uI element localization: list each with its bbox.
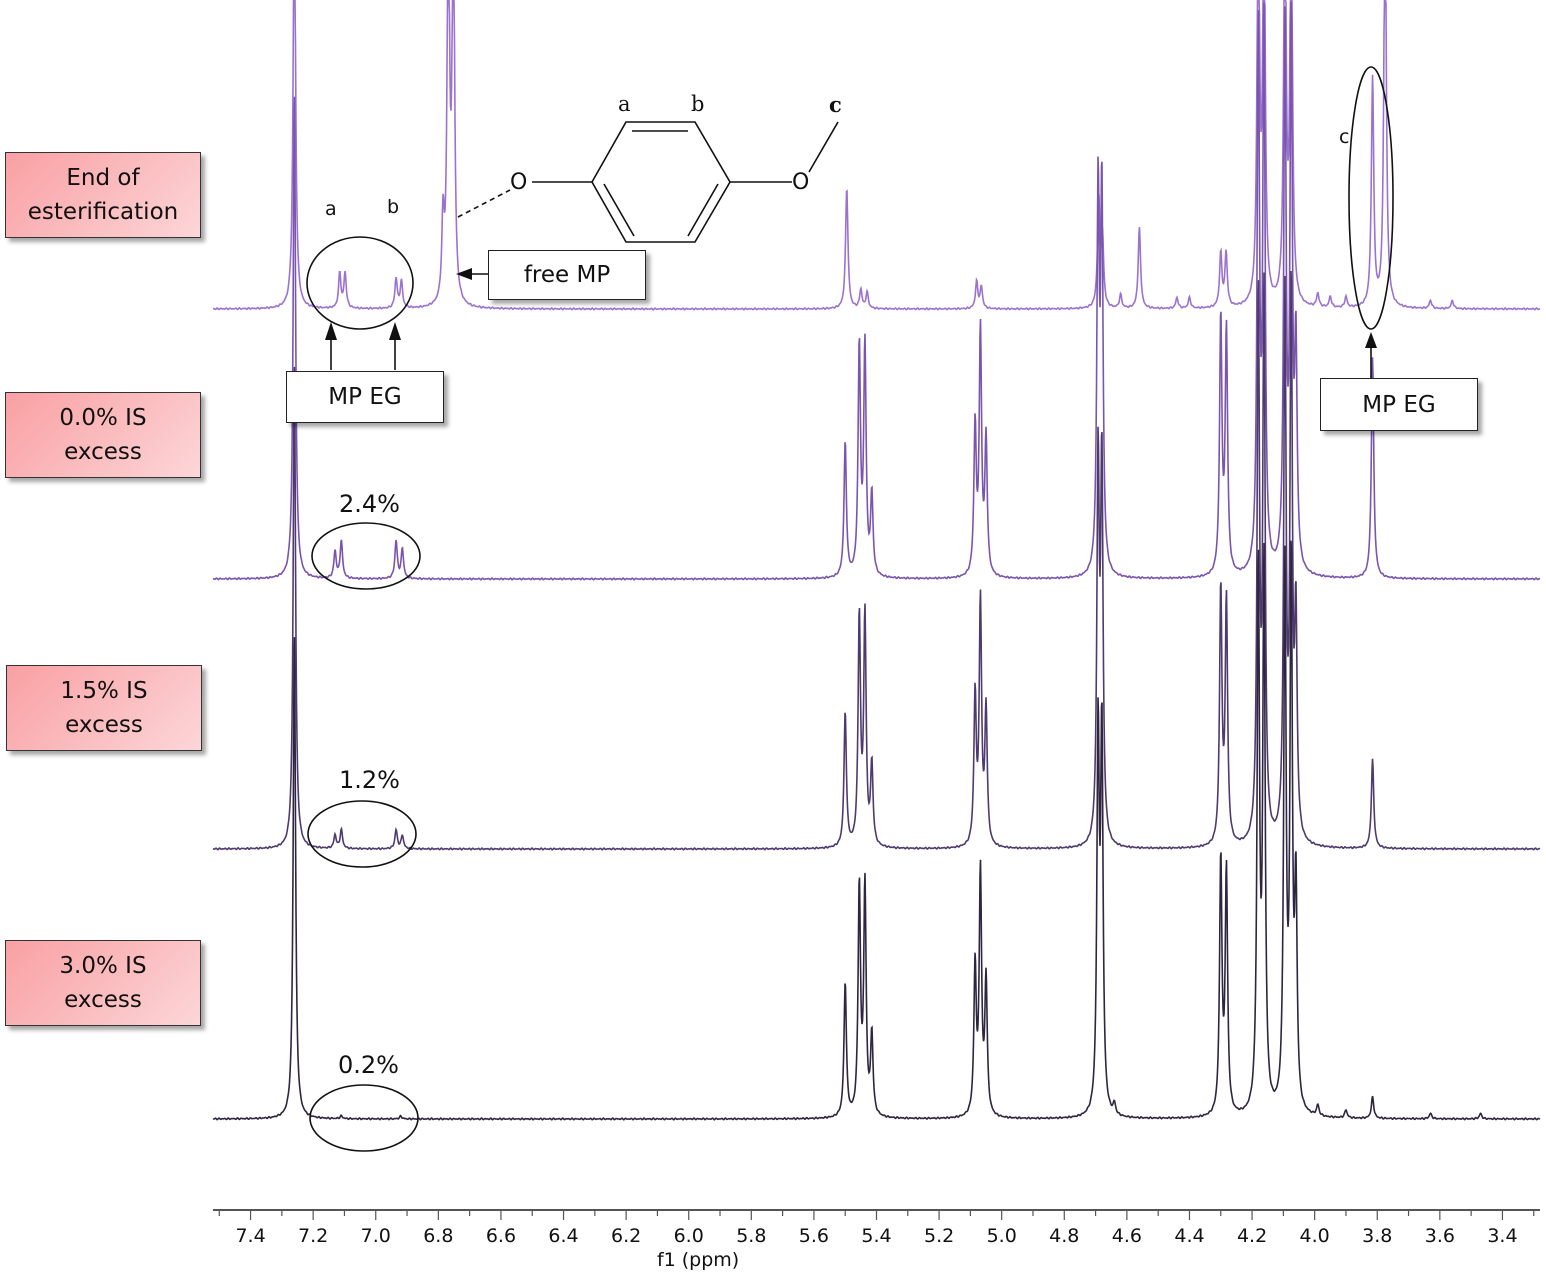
x-tick-label: 7.0 xyxy=(361,1225,391,1247)
peak-label-b: b xyxy=(387,196,400,218)
peak-label-a: a xyxy=(325,198,337,220)
x-tick-label: 6.6 xyxy=(486,1225,516,1247)
arrow-head-icon xyxy=(1365,332,1377,348)
x-tick-label: 4.6 xyxy=(1112,1225,1142,1247)
structure-label-b: b xyxy=(691,92,705,116)
arrow-head-icon xyxy=(389,322,401,340)
mp-eg-label-left: MP EG xyxy=(286,371,444,423)
spectrum-trace-1 xyxy=(213,1,1541,581)
x-tick-label: 4.2 xyxy=(1237,1225,1267,1247)
x-tick-label: 4.8 xyxy=(1049,1225,1079,1247)
x-tick-label: 7.2 xyxy=(298,1225,328,1247)
x-tick-label: 5.8 xyxy=(736,1225,766,1247)
x-tick-label: 5.2 xyxy=(924,1225,954,1247)
x-tick-label: 5.0 xyxy=(987,1225,1017,1247)
x-tick-label: 5.6 xyxy=(799,1225,829,1247)
x-tick-label: 3.6 xyxy=(1425,1225,1455,1247)
x-tick-label: 6.2 xyxy=(611,1225,641,1247)
x-axis-label: f1 (ppm) xyxy=(657,1249,739,1271)
x-tick-label: 3.4 xyxy=(1487,1225,1517,1247)
mp-eg-percent-2: 0.2% xyxy=(338,1051,399,1079)
x-tick-label: 7.4 xyxy=(235,1225,265,1247)
mp-eg-c-circle xyxy=(1348,66,1394,330)
free-mp-label: free MP xyxy=(488,250,646,300)
trace-label-0-0-percent: 0.0% IS excess xyxy=(5,392,201,478)
trace-label-1-5-percent: 1.5% IS excess xyxy=(6,665,202,751)
trace-label-end-of-esterification: End of esterification xyxy=(5,152,201,238)
x-tick-label: 4.0 xyxy=(1300,1225,1330,1247)
mp-eg-circle-top xyxy=(306,236,414,330)
arrow-head-icon xyxy=(456,268,472,280)
mp-eg-percent-0: 2.4% xyxy=(339,490,400,518)
dashed-link xyxy=(457,189,511,218)
mp-eg-circle-4 xyxy=(309,1084,419,1152)
x-tick-label: 6.4 xyxy=(548,1225,578,1247)
mp-eg-circle-3 xyxy=(307,800,417,868)
annotation-shapes xyxy=(306,66,1394,1152)
x-tick-label: 3.8 xyxy=(1362,1225,1392,1247)
mp-eg-circle-2 xyxy=(311,522,421,590)
spectrum-trace-0 xyxy=(212,0,1540,311)
x-tick-label: 6.8 xyxy=(423,1225,453,1247)
spectrum-trace-2 xyxy=(212,270,1541,851)
trace-label-3-0-percent: 3.0% IS excess xyxy=(5,940,201,1026)
structure-oxygen-1: O xyxy=(510,170,528,195)
mp-eg-percent-1: 1.2% xyxy=(339,766,400,794)
peak-label-c: c xyxy=(1339,126,1350,148)
x-axis: 7.4 7.2 7.0 6.8 6.6 6.4 6.2 6.0 5.8 5.6 5.4 5.2 5.0 4… xyxy=(213,1209,1540,1271)
x-tick-label: 6.0 xyxy=(674,1225,704,1247)
methoxyphenoxy-structure xyxy=(532,121,839,243)
structure-oxygen-2: O xyxy=(792,170,810,195)
spectrum-trace-3 xyxy=(212,540,1541,1121)
arrow-head-icon xyxy=(325,322,337,340)
structure-label-c: c xyxy=(829,92,842,117)
x-tick-label: 5.4 xyxy=(861,1225,891,1247)
mp-eg-label-right: MP EG xyxy=(1320,378,1478,431)
structure-label-a: a xyxy=(618,92,631,116)
x-tick-label: 4.4 xyxy=(1174,1225,1204,1247)
